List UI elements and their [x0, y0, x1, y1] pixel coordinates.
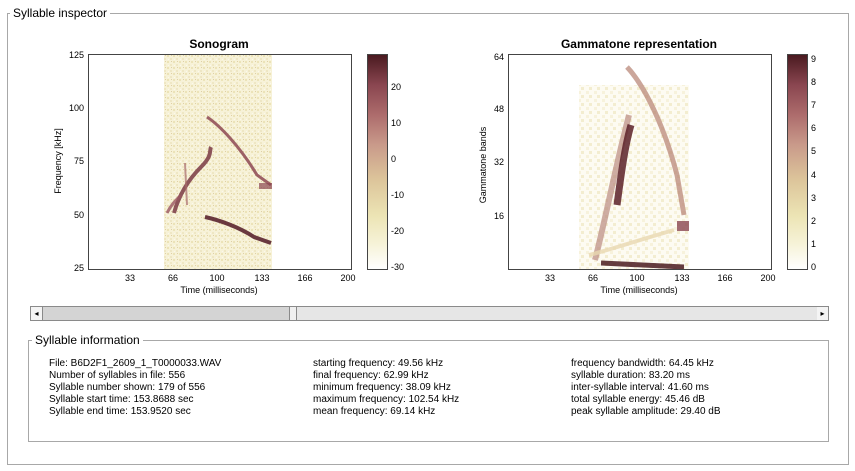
gammatone-cbar-tick: 1 — [811, 239, 817, 249]
sonogram-ytick: 50 — [73, 210, 84, 220]
info-mean-frequency: mean frequency: 69.14 kHz — [313, 406, 436, 417]
sonogram-cbar-tick: 0 — [391, 154, 397, 164]
gammatone-xtick: 66 — [587, 273, 598, 283]
info-start-time: Syllable start time: 153.8688 sec — [49, 394, 194, 405]
sonogram-cbar-tick: -20 — [391, 226, 405, 236]
sonogram-xtick: 33 — [124, 273, 135, 283]
info-starting-frequency: starting frequency: 49.56 kHz — [313, 358, 444, 369]
info-inter-syllable-interval: inter-syllable interval: 41.60 ms — [571, 382, 709, 393]
gammatone-xtick: 33 — [544, 273, 555, 283]
info-file: File: B6D2F1_2609_1_T0000033.WAV — [49, 358, 222, 369]
info-maximum-frequency: maximum frequency: 102.54 kHz — [313, 394, 460, 405]
info-syllable-count: Number of syllables in file: 556 — [49, 370, 186, 381]
sonogram-ylabel: Frequency [kHz] — [53, 128, 63, 194]
sonogram-xlabel: Time (milliseconds) — [180, 285, 258, 295]
gammatone-xtick: 200 — [760, 273, 776, 283]
gammatone-cbar-tick: 5 — [811, 146, 817, 156]
gammatone-xtick: 166 — [717, 273, 733, 283]
syllable-scrollbar[interactable]: ◂ ▸ — [30, 306, 829, 321]
scroll-left-button[interactable]: ◂ — [31, 307, 42, 320]
sonogram-title: Sonogram — [189, 37, 249, 51]
sonogram-ytick: 75 — [73, 156, 84, 166]
sonogram-colorbar — [367, 54, 388, 270]
sonogram-ytick: 125 — [68, 50, 84, 60]
sonogram-xtick: 166 — [297, 273, 313, 283]
gammatone-cbar-tick: 7 — [811, 100, 817, 110]
info-minimum-frequency: minimum frequency: 38.09 kHz — [313, 382, 451, 393]
sonogram-xtick: 133 — [254, 273, 270, 283]
gammatone-colorbar — [787, 54, 808, 270]
scroll-thumb-marker[interactable] — [289, 307, 297, 320]
gammatone-cbar-tick: 8 — [811, 77, 817, 87]
gammatone-cbar-tick: 2 — [811, 216, 817, 226]
sonogram-cbar-tick: 20 — [391, 82, 402, 92]
sonogram-cbar-tick: 10 — [391, 118, 402, 128]
sonogram-image — [164, 55, 272, 269]
scroll-right-button[interactable]: ▸ — [817, 307, 828, 320]
gammatone-ytick: 16 — [493, 211, 504, 221]
gammatone-xtick: 100 — [629, 273, 645, 283]
sonogram-xtick: 66 — [167, 273, 178, 283]
info-frequency-bandwidth: frequency bandwidth: 64.45 kHz — [571, 358, 714, 369]
info-syllable-shown: Syllable number shown: 179 of 556 — [49, 382, 206, 393]
scroll-thumb[interactable] — [42, 307, 292, 320]
sonogram-xtick: 100 — [209, 273, 225, 283]
sonogram-cbar-tick: -30 — [391, 262, 405, 272]
gammatone-image — [579, 65, 689, 269]
sonogram-xtick: 200 — [340, 273, 356, 283]
syllable-inspector-panel — [7, 13, 849, 465]
sonogram-ytick: 100 — [68, 103, 84, 113]
info-end-time: Syllable end time: 153.9520 sec — [49, 406, 191, 417]
sonogram-ytick: 25 — [73, 263, 84, 273]
gammatone-ytick: 32 — [493, 157, 504, 167]
info-peak-amplitude: peak syllable amplitude: 29.40 dB — [571, 406, 721, 417]
gammatone-title: Gammatone representation — [560, 37, 718, 51]
sonogram-plot[interactable] — [88, 54, 352, 270]
gammatone-cbar-tick: 3 — [811, 193, 817, 203]
gammatone-ytick: 48 — [493, 104, 504, 114]
gammatone-cbar-tick: 9 — [811, 54, 817, 64]
info-syllable-duration: syllable duration: 83.20 ms — [571, 370, 690, 381]
panel-title: Syllable inspector — [10, 6, 111, 20]
info-final-frequency: final frequency: 62.99 kHz — [313, 370, 429, 381]
gammatone-plot[interactable] — [508, 54, 772, 270]
sonogram-cbar-tick: -10 — [391, 190, 405, 200]
gammatone-cbar-tick: 0 — [811, 262, 817, 272]
gammatone-ytick: 64 — [493, 52, 504, 62]
gammatone-ylabel: Gammatone bands — [478, 126, 488, 204]
gammatone-xlabel: Time (milliseconds) — [600, 285, 678, 295]
gammatone-xtick: 133 — [674, 273, 690, 283]
info-total-energy: total syllable energy: 45.46 dB — [571, 394, 705, 405]
syllable-information-panel — [28, 340, 829, 442]
gammatone-cbar-tick: 6 — [811, 123, 817, 133]
syllable-information-title: Syllable information — [32, 333, 143, 347]
gammatone-cbar-tick: 4 — [811, 170, 817, 180]
